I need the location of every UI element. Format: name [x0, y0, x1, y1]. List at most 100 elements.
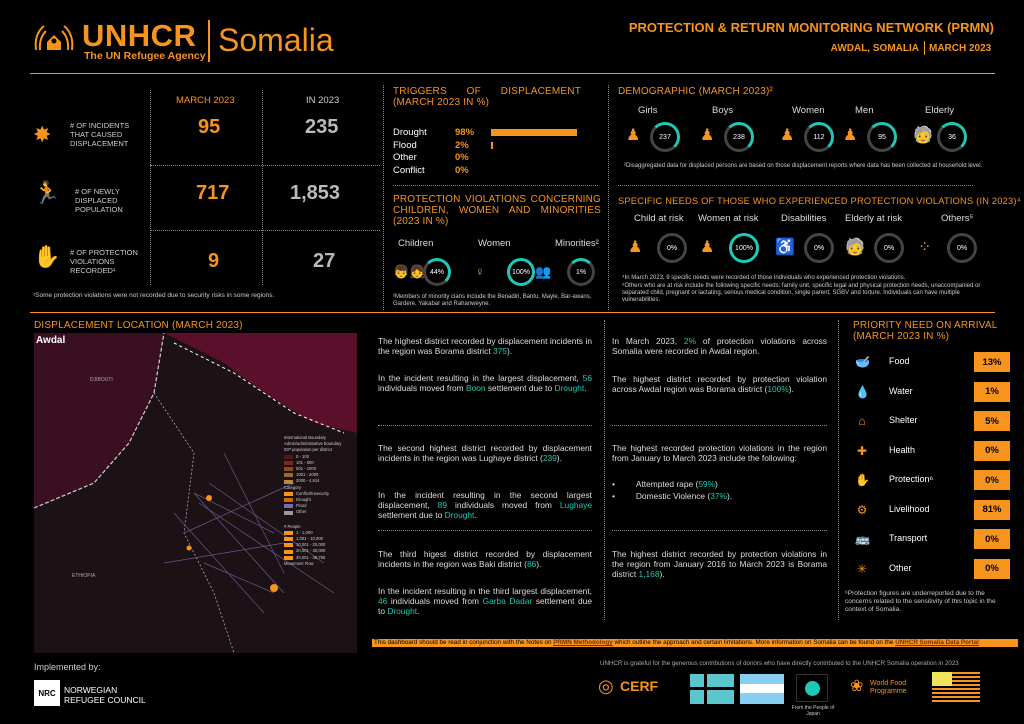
legend-swatch [284, 531, 293, 535]
protection-hands-icon: ✋ [33, 244, 60, 270]
priority-value: 0% [974, 559, 1010, 579]
running-person-icon: 🏃 [33, 180, 60, 206]
narr-right-p3: The highest recorded protection violatio… [612, 443, 827, 463]
person-icon: ♟ [843, 127, 857, 145]
need-ring: 0% [874, 233, 904, 263]
priority-footnote: ⁶Protection figures are underreported du… [845, 590, 1010, 614]
trigger-bar [491, 129, 577, 136]
legend-swatch [284, 511, 293, 515]
implemented-by: Implemented by: [34, 662, 101, 672]
legend-swatch [284, 467, 293, 471]
narr-text: . [417, 606, 419, 616]
trigger-label: Flood [393, 140, 417, 151]
narr-text: ). [557, 453, 562, 463]
map-title: DISPLACEMENT LOCATION (MARCH 2023) [34, 320, 243, 331]
kpi-incidents-month: 95 [198, 116, 220, 139]
demographic-ring: 237 [650, 122, 680, 152]
japan-flag-icon [796, 674, 828, 702]
narr-text: Drought [554, 383, 584, 393]
nrc-name-1: NORWEGIAN [64, 685, 117, 695]
priority-value: 0% [974, 470, 1010, 490]
narr-text: 89 [438, 500, 447, 510]
kpi-violations-year: 27 [313, 250, 335, 273]
violation-label: Minorities² [555, 238, 599, 249]
trigger-value: 0% [455, 165, 469, 176]
priority-value: 0% [974, 529, 1010, 549]
priority-value: 0% [974, 441, 1010, 461]
legend-swatch [284, 543, 293, 547]
priority-water-icon: 💧 [855, 385, 869, 399]
cerf-logo-icon: ◎ CERF [598, 674, 684, 700]
demographic-label: Boys [712, 105, 733, 116]
violation-ring: 100% [507, 258, 535, 286]
need-label: Others⁵ [941, 213, 973, 224]
data-portal-link[interactable]: UNHCR Somalia Data Portal [895, 639, 979, 646]
network-title: PROTECTION & RETURN MONITORING NETWORK (… [560, 20, 994, 35]
narr-right-p2: The highest district recorded by protect… [612, 374, 827, 394]
trigger-label: Other [393, 152, 417, 163]
need-ring: 0% [804, 233, 834, 263]
legend-swatch [284, 550, 293, 554]
methodology-link[interactable]: PRMN Methodology [553, 639, 612, 646]
priority-label: Health [889, 445, 915, 455]
map-label-south: ETHIOPIA [72, 573, 95, 579]
demographic-label: Elderly [925, 105, 954, 116]
priority-label: Shelter [889, 415, 918, 425]
violations-title: PROTECTION VIOLATIONS CONCERNING CHILDRE… [393, 194, 601, 227]
narr-text: 56 [583, 373, 592, 383]
legend-swatch [284, 537, 293, 541]
trigger-label: Conflict [393, 165, 425, 176]
narr-left-paragraph: In the incident resulting in the largest… [378, 373, 592, 393]
trigger-value: 0% [455, 152, 469, 163]
narr-right-p4: The highest district recorded by protect… [612, 549, 827, 579]
need-ring: 100% [729, 233, 759, 263]
demographic-label: Men [855, 105, 873, 116]
legend-swatch [284, 492, 293, 496]
need-ring: 0% [657, 233, 687, 263]
narr-divider [378, 530, 592, 531]
kpi-displaced-month: 717 [196, 182, 229, 205]
header-divider [208, 20, 210, 62]
narr-right-bullet2: • Domestic Violence (37%). [612, 491, 827, 501]
trigger-value: 2% [455, 140, 469, 151]
narr-left-paragraph: The second highest district recorded by … [378, 443, 592, 463]
trigger-value: 98% [455, 127, 474, 138]
incidents-icon: ✸ [33, 122, 51, 148]
priority-livelihood-icon: ⚙ [855, 503, 869, 517]
narr-text: In the incident resulting in the third l… [378, 586, 592, 596]
priority-label: Livelihood [889, 504, 930, 514]
priority-value: 5% [974, 411, 1010, 431]
wfp-logo-icon: ❀ [850, 676, 863, 696]
narr-text: Boon [466, 383, 486, 393]
priority-value: 81% [974, 500, 1010, 520]
period-label: MARCH 2023 [929, 43, 991, 54]
need-ring: 0% [947, 233, 977, 263]
narr-text: The highest district recorded by displac… [378, 336, 592, 356]
japan-caption: From the People of Japan [788, 705, 838, 717]
legend-swatch [284, 473, 293, 477]
narr-divider [378, 425, 592, 426]
person-icon: ♟ [626, 127, 640, 145]
priority-health-icon: ✚ [855, 444, 869, 458]
narr-text: Drought [445, 510, 475, 520]
cerf-label: CERF [620, 678, 658, 694]
priority-food-icon: 🥣 [855, 355, 869, 369]
priority-label: Transport [889, 533, 927, 543]
narr-text: ). [536, 559, 541, 569]
narr-right-bullet1: • Attempted rape (59%) [612, 479, 827, 489]
donor-flag-2-icon [740, 674, 784, 704]
priority-label: Water [889, 386, 913, 396]
needs-footnote-1: ⁴In March 2023, 9 specific needs were re… [622, 275, 992, 282]
narr-text: . [584, 383, 586, 393]
demographic-footnote: ²Disaggregated data for displaced person… [624, 163, 984, 170]
demographic-ring: 238 [724, 122, 754, 152]
priority-title: PRIORITY NEED ON ARRIVAL (MARCH 2023 IN … [853, 320, 1008, 342]
narr-text: individuals moved from [378, 383, 466, 393]
violation-group-icon: ♀ [475, 263, 485, 281]
violation-label: Women [478, 238, 511, 249]
need-icon: ♿ [775, 239, 795, 257]
triggers-title: TRIGGERS OF DISPLACEMENT (MARCH 2023 IN … [393, 86, 581, 108]
need-icon: ♟ [700, 239, 714, 257]
legend-swatch [284, 504, 293, 508]
legend-text: 30,001 - 48,756 [296, 555, 325, 561]
